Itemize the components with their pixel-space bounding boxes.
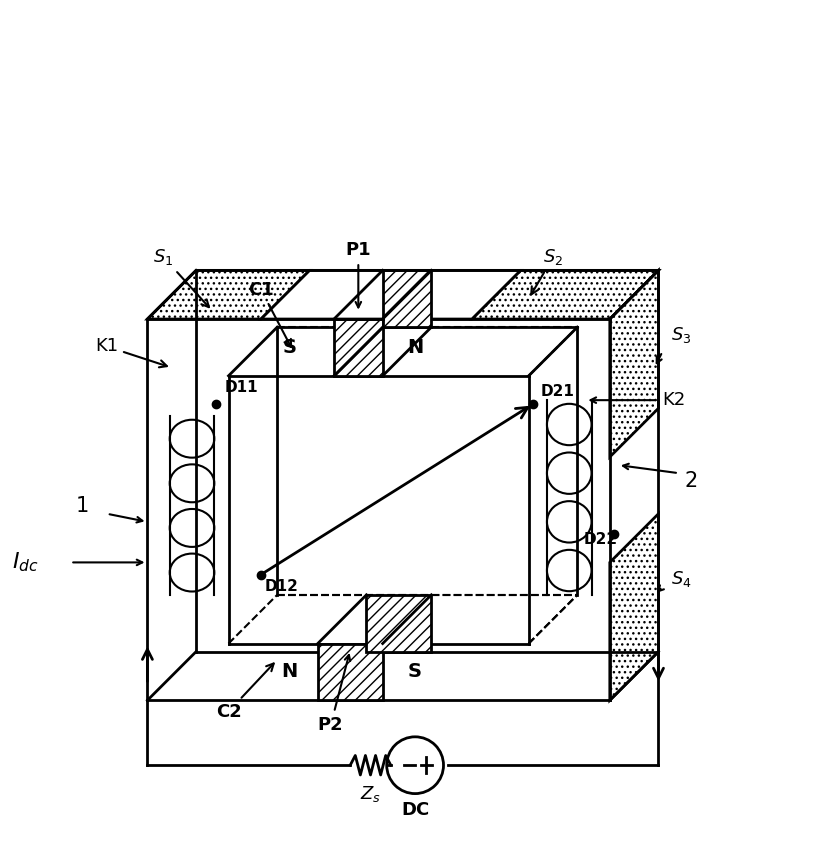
Text: N: N [407, 338, 423, 357]
Polygon shape [610, 514, 659, 700]
Text: D11: D11 [225, 380, 258, 395]
Text: $Z_s$: $Z_s$ [360, 784, 381, 804]
Polygon shape [366, 595, 431, 652]
Text: $I_{dc}$: $I_{dc}$ [12, 551, 39, 574]
Text: $S_4$: $S_4$ [671, 569, 691, 588]
Polygon shape [317, 644, 383, 700]
Text: $S_3$: $S_3$ [671, 325, 691, 346]
Text: N: N [282, 662, 297, 682]
Polygon shape [147, 270, 309, 319]
Text: S: S [408, 662, 422, 682]
Text: K1: K1 [95, 338, 167, 368]
Text: K2: K2 [663, 391, 685, 409]
Text: $S_1$: $S_1$ [154, 247, 209, 307]
Text: C1: C1 [248, 281, 291, 347]
Text: D21: D21 [540, 384, 575, 399]
Polygon shape [261, 270, 521, 319]
Text: $S_2$: $S_2$ [532, 247, 563, 295]
Text: P2: P2 [317, 716, 343, 734]
Polygon shape [383, 270, 431, 327]
Polygon shape [610, 270, 659, 457]
Text: C2: C2 [216, 663, 274, 721]
Text: D12: D12 [265, 579, 299, 593]
Text: D22: D22 [584, 531, 618, 547]
Text: DC: DC [401, 801, 429, 818]
Text: 2: 2 [685, 471, 698, 492]
Polygon shape [472, 270, 659, 319]
Polygon shape [334, 319, 383, 376]
Text: P1: P1 [345, 241, 371, 259]
Text: S: S [282, 338, 296, 357]
Text: 1: 1 [76, 496, 90, 515]
